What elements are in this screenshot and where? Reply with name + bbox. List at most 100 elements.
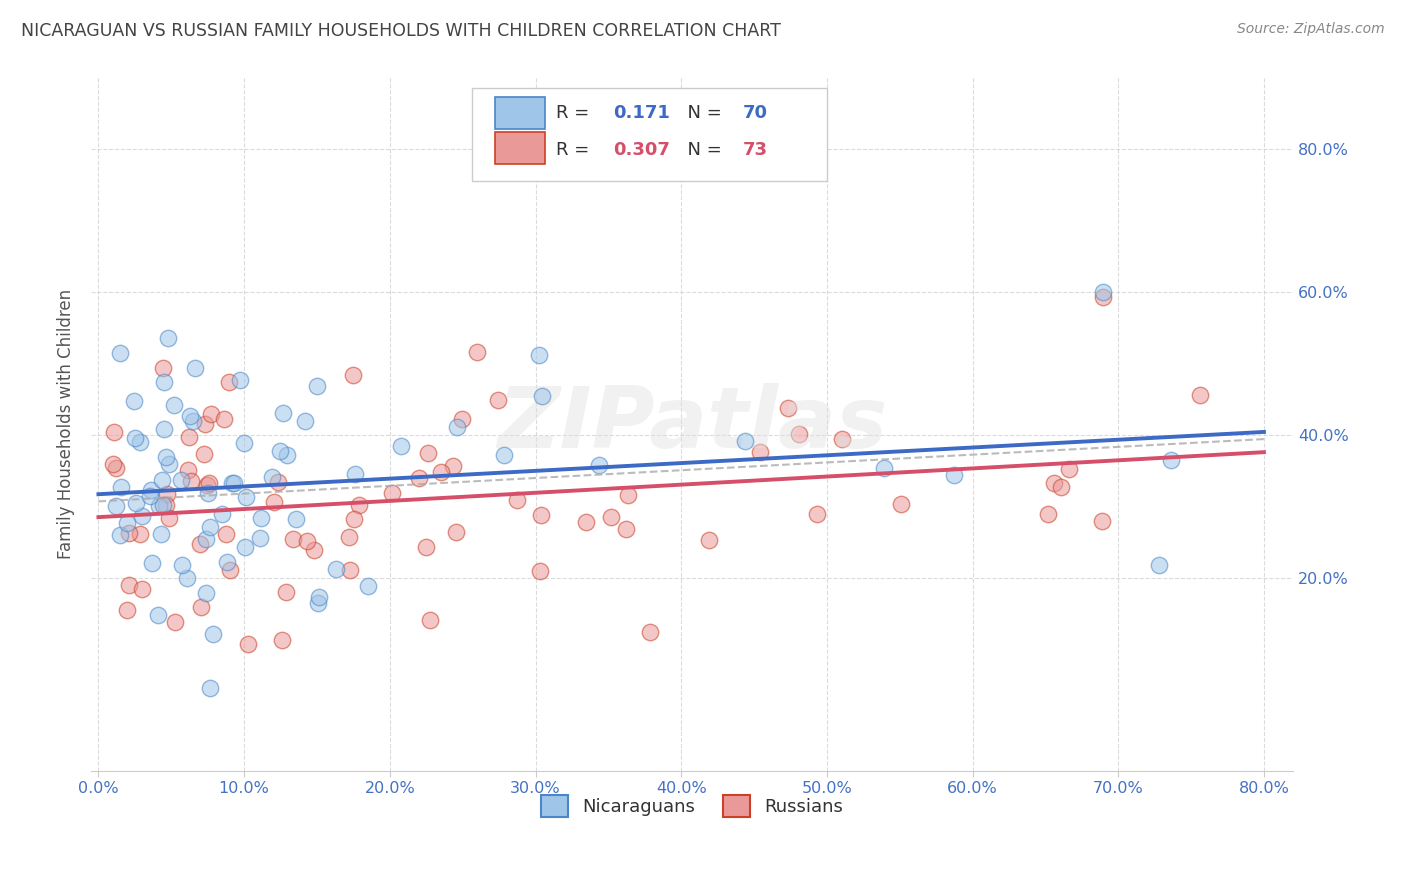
Point [180,474,202,488]
Point [305,378,328,392]
Point [1038,507,1060,521]
Point [198,681,221,695]
FancyBboxPatch shape [472,87,827,181]
Point [776,401,799,415]
Point [108,528,131,542]
Point [1160,452,1182,467]
Point [218,562,240,576]
Point [529,564,551,578]
Point [1091,290,1114,304]
Point [269,443,291,458]
Point [872,460,894,475]
Point [198,520,221,534]
Point [128,526,150,541]
Point [357,579,380,593]
Point [249,531,271,545]
Point [734,434,756,448]
Text: N =: N = [676,103,728,122]
Point [530,389,553,403]
Point [148,499,170,513]
Point [831,432,853,446]
Point [1059,462,1081,476]
Point [342,512,364,526]
Point [152,498,174,512]
Point [176,571,198,585]
Point [149,526,172,541]
Point [271,632,294,647]
Point [221,475,243,490]
Point [614,522,637,536]
Point [575,516,598,530]
Point [200,407,222,421]
Point [146,607,169,622]
Point [274,585,297,599]
Point [233,540,256,554]
Point [177,463,200,477]
Point [1091,285,1114,299]
Point [141,556,163,570]
Point [430,465,453,479]
Point [530,508,553,522]
Point [177,430,200,444]
Point [229,373,252,387]
Point [787,426,810,441]
Point [233,436,256,450]
Point [104,500,127,514]
Point [942,467,965,482]
Point [267,475,290,490]
Point [408,471,430,485]
Point [218,375,240,389]
Point [441,459,464,474]
Point [588,458,610,473]
Y-axis label: Family Households with Children: Family Households with Children [58,289,75,559]
Point [446,420,468,434]
Point [156,331,179,345]
Point [444,525,467,540]
Point [184,361,207,376]
Point [1147,558,1170,573]
Point [215,555,238,569]
Point [170,473,193,487]
Point [188,537,211,551]
Point [131,509,153,524]
Point [391,440,413,454]
Point [418,613,440,627]
Point [281,532,304,546]
Point [211,508,233,522]
Text: 0.307: 0.307 [613,141,669,159]
Text: NICARAGUAN VS RUSSIAN FAMILY HOUSEHOLDS WITH CHILDREN CORRELATION CHART: NICARAGUAN VS RUSSIAN FAMILY HOUSEHOLDS … [21,22,780,40]
Point [129,434,152,449]
Point [103,425,125,439]
Point [163,615,186,629]
Point [215,527,238,541]
FancyBboxPatch shape [495,132,546,164]
Point [494,448,516,462]
Point [617,487,640,501]
Point [295,533,318,548]
Point [325,562,347,576]
Point [155,450,177,464]
Point [339,563,361,577]
Point [190,599,212,614]
Point [172,558,194,573]
Point [157,511,180,525]
Point [271,407,294,421]
Point [276,449,298,463]
Point [342,368,364,382]
Point [212,412,235,426]
Point [115,603,138,617]
Point [749,445,772,459]
Point [115,516,138,531]
Point [139,483,162,497]
Point [197,486,219,500]
Text: R =: R = [557,141,595,159]
Point [139,489,162,503]
Point [181,414,204,428]
Point [193,447,215,461]
Text: Source: ZipAtlas.com: Source: ZipAtlas.com [1237,22,1385,37]
Point [1049,480,1071,494]
Text: 73: 73 [742,141,768,159]
Point [153,375,176,389]
Text: 70: 70 [742,103,768,122]
Point [163,398,186,412]
